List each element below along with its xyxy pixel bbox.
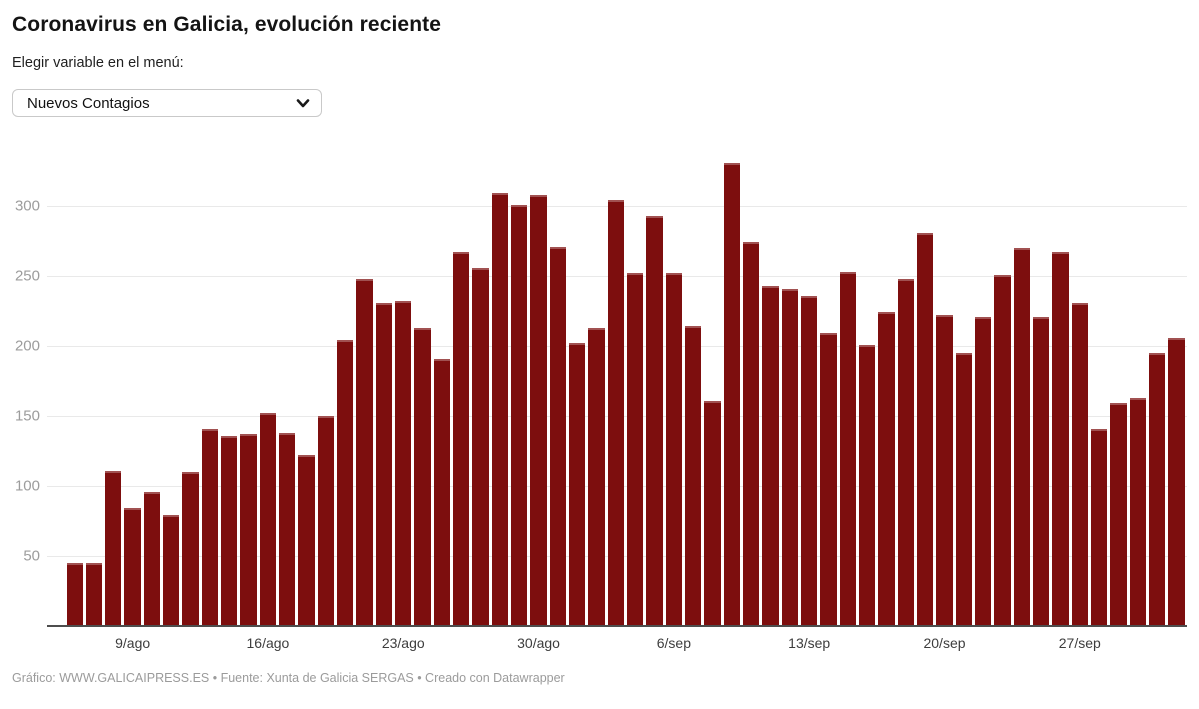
variable-select[interactable]: Nuevos Contagios xyxy=(12,89,322,117)
bar[interactable] xyxy=(337,340,354,626)
bar[interactable] xyxy=(1148,353,1166,626)
bar[interactable] xyxy=(917,232,934,626)
y-axis-tick-label: 250 xyxy=(14,267,40,285)
y-axis-tick-label: 50 xyxy=(23,547,40,565)
bar[interactable] xyxy=(221,435,238,626)
bar[interactable] xyxy=(859,344,876,626)
x-axis-tick-label: 9/ago xyxy=(115,635,151,651)
x-axis-tick-label: 13/sep xyxy=(788,635,831,651)
select-instruction: Elegir variable en el menú: xyxy=(12,55,184,71)
bar[interactable] xyxy=(704,400,721,626)
y-axis-tick-label: 200 xyxy=(14,337,40,355)
bar[interactable] xyxy=(1052,252,1069,626)
bar[interactable] xyxy=(569,343,586,626)
bar[interactable] xyxy=(820,333,837,626)
bar[interactable] xyxy=(839,271,856,626)
bar[interactable] xyxy=(1013,248,1030,626)
bar[interactable] xyxy=(685,326,702,626)
bar[interactable] xyxy=(105,470,122,626)
bar[interactable] xyxy=(375,302,393,626)
bar[interactable] xyxy=(395,301,412,626)
bar[interactable] xyxy=(1110,403,1127,626)
bar[interactable] xyxy=(279,432,296,626)
bar[interactable] xyxy=(1033,316,1050,626)
chevron-down-icon xyxy=(295,95,311,111)
bar[interactable] xyxy=(1129,397,1146,626)
bar[interactable] xyxy=(723,162,741,626)
bar[interactable] xyxy=(955,353,972,626)
bar[interactable] xyxy=(414,327,431,626)
x-axis-tick-label: 27/sep xyxy=(1058,635,1101,651)
credit-line: Gráfico: WWW.GALICAIPRESS.ES • Fuente: X… xyxy=(12,671,565,685)
bar[interactable] xyxy=(143,491,161,626)
bar[interactable] xyxy=(665,273,683,626)
bar[interactable] xyxy=(627,273,644,626)
variable-select-value: Nuevos Contagios xyxy=(27,94,150,112)
bar[interactable] xyxy=(994,274,1011,626)
bar[interactable] xyxy=(936,315,953,626)
y-axis-tick-label: 150 xyxy=(14,407,40,425)
bar[interactable] xyxy=(743,242,760,626)
bar[interactable] xyxy=(530,194,547,626)
x-axis-tick-label: 20/sep xyxy=(923,635,966,651)
x-axis-tick-label: 6/sep xyxy=(656,635,691,651)
bar[interactable] xyxy=(549,246,567,626)
bar[interactable] xyxy=(66,563,83,626)
bar[interactable] xyxy=(1168,337,1185,626)
y-axis-tick-label: 300 xyxy=(14,197,40,215)
x-axis-line xyxy=(47,625,1187,627)
page-title: Coronavirus en Galicia, evolución recien… xyxy=(12,13,442,36)
bar[interactable] xyxy=(897,278,914,626)
bar[interactable] xyxy=(182,472,199,626)
bar[interactable] xyxy=(356,278,373,626)
bar[interactable] xyxy=(85,563,103,626)
bar[interactable] xyxy=(1071,302,1088,626)
bar[interactable] xyxy=(762,285,779,626)
bar[interactable] xyxy=(607,200,625,626)
bar[interactable] xyxy=(124,508,141,626)
bar[interactable] xyxy=(588,327,605,626)
bar[interactable] xyxy=(975,316,992,626)
bar[interactable] xyxy=(472,267,489,626)
bar[interactable] xyxy=(317,416,335,626)
bar[interactable] xyxy=(491,193,509,626)
bar[interactable] xyxy=(1090,428,1108,626)
x-axis-tick-label: 23/ago xyxy=(381,635,425,651)
y-axis-tick-label: 100 xyxy=(14,477,40,495)
bar[interactable] xyxy=(511,204,528,626)
bar[interactable] xyxy=(781,288,798,626)
bar[interactable] xyxy=(453,252,470,626)
bar[interactable] xyxy=(259,413,277,626)
x-axis-tick-label: 16/ago xyxy=(246,635,290,651)
bar[interactable] xyxy=(298,455,315,626)
bar[interactable] xyxy=(433,358,451,626)
bar[interactable] xyxy=(240,434,257,626)
bar[interactable] xyxy=(878,312,895,626)
bar[interactable] xyxy=(801,295,818,626)
bar[interactable] xyxy=(646,215,663,626)
x-axis-tick-label: 30/ago xyxy=(517,635,560,651)
bar[interactable] xyxy=(163,515,180,626)
bar[interactable] xyxy=(201,428,219,626)
